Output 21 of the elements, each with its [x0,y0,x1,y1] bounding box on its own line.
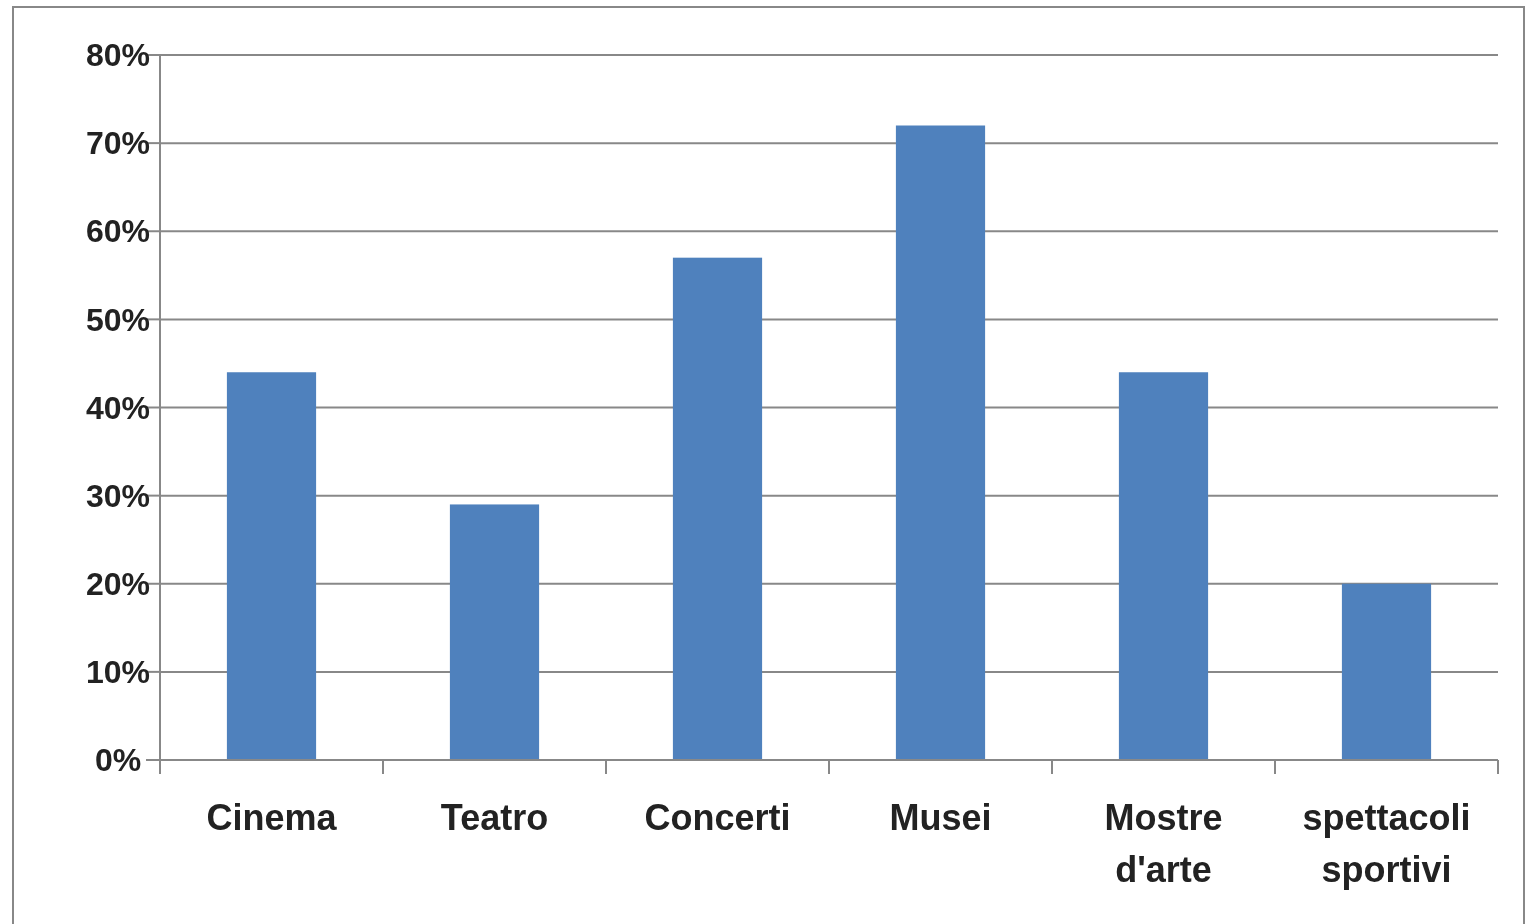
bar [672,257,763,760]
y-tick-label: 20% [85,565,151,602]
bar [1341,583,1432,760]
x-tick-label: Mostre d'arte [1104,797,1223,890]
y-tick-label: 30% [85,477,151,514]
bar [1118,372,1209,760]
y-tick-label: 40% [85,389,151,426]
y-tick-label: 80% [85,37,151,74]
bar [895,125,986,760]
x-tick-label: Teatro [440,797,549,838]
x-tick-label: Musei [889,797,992,838]
x-tick-label: spettacoli sportivi [1302,797,1471,890]
y-tick-label: 70% [85,125,151,162]
y-tick-label: 50% [85,301,151,338]
x-tick-label: Cinema [206,797,338,838]
x-tick-label: Concerti [644,797,791,838]
bar [449,504,540,760]
bar [226,372,317,760]
y-tick-label: 10% [85,654,151,691]
y-tick-label: 60% [85,213,151,250]
y-tick-label: 0% [94,742,142,779]
